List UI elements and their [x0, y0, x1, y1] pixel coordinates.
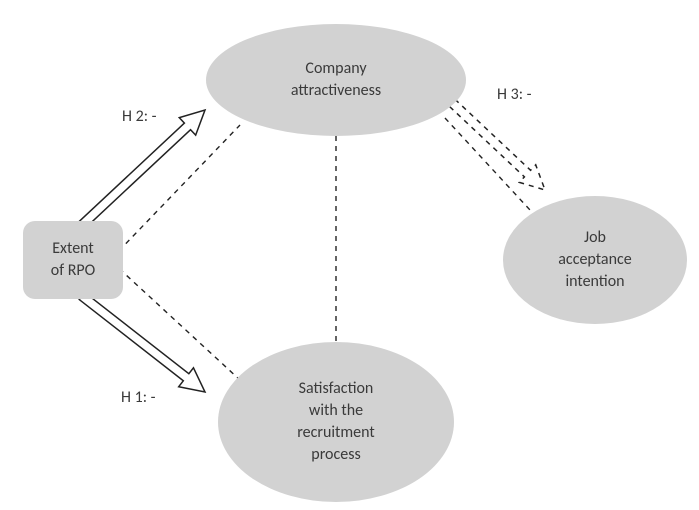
node-company-line-1: attractiveness	[291, 81, 381, 100]
node-satisfaction-line-3: process	[311, 445, 360, 464]
node-job-line-1: acceptance	[558, 250, 631, 269]
node-job: Job acceptance intention	[503, 196, 687, 324]
node-job-line-2: intention	[565, 272, 624, 291]
node-company: Company attractiveness	[206, 24, 466, 136]
label-h2: H 2: -	[122, 107, 157, 126]
label-h1: H 1: -	[121, 388, 156, 407]
node-rpo-line-1: of RPO	[51, 261, 96, 280]
diagram-canvas: Extent of RPO Company attractiveness Satisfa…	[0, 0, 699, 510]
node-satisfaction-line-2: recruitment	[297, 423, 375, 442]
node-satisfaction: Satisfaction with the recruitment process	[218, 342, 454, 502]
node-rpo-line-0: Extent	[52, 239, 94, 258]
node-satisfaction-line-0: Satisfaction	[299, 379, 374, 398]
node-job-line-0: Job	[584, 228, 606, 247]
node-satisfaction-line-1: with the	[309, 401, 363, 420]
node-company-line-0: Company	[305, 59, 367, 78]
node-rpo: Extent of RPO	[23, 221, 123, 299]
label-h3: H 3: -	[497, 85, 532, 104]
